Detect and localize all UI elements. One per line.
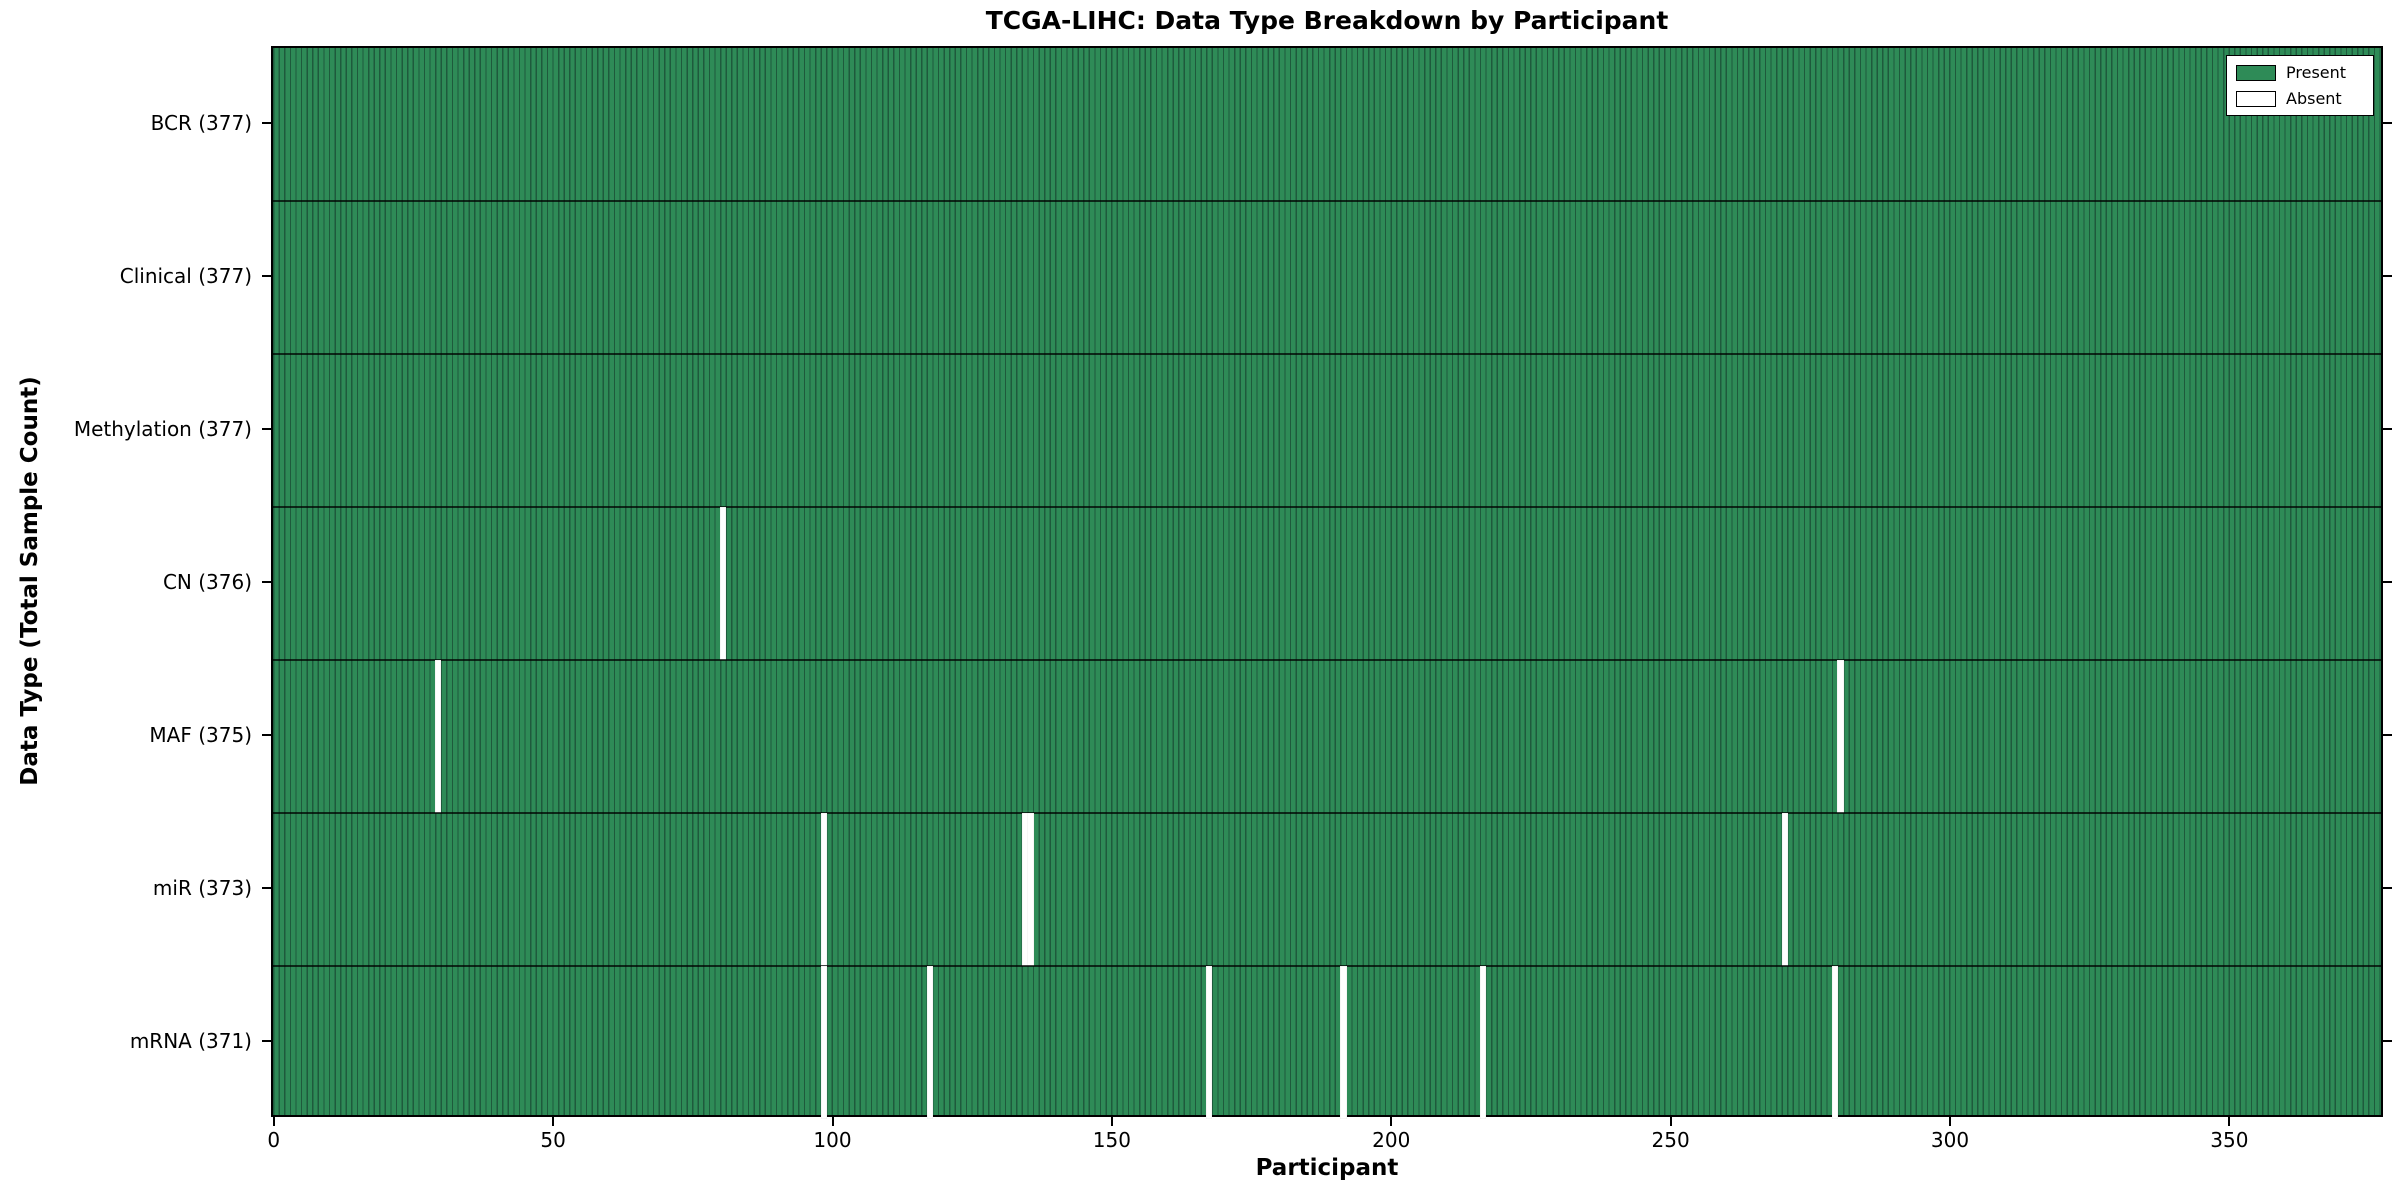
x-tick-mark-300 (1948, 1117, 1951, 1126)
row-separator (273, 812, 2381, 814)
x-tick-label-150: 150 (1092, 1128, 1131, 1152)
row-separator (273, 353, 2381, 355)
absent-gap-mRNA-279 (1831, 966, 1839, 1119)
y-tick-mark-left (262, 1039, 271, 1042)
y-tick-mark-left (262, 886, 271, 889)
row-separator (273, 659, 2381, 661)
absent-gap-miR-270 (1781, 813, 1788, 966)
y-tick-label-MAF: MAF (375) (149, 722, 252, 747)
absent-swatch-icon (2236, 90, 2276, 107)
x-axis-label: Participant (1255, 1155, 1399, 1181)
x-tick-mark-50 (552, 1117, 555, 1126)
x-tick-label-100: 100 (813, 1128, 852, 1152)
y-tick-label-Clinical: Clinical (377) (119, 263, 252, 288)
y-tick-mark-left (262, 121, 271, 124)
absent-gap-mRNA-191 (1340, 966, 1347, 1119)
y-tick-label-BCR: BCR (377) (150, 110, 252, 135)
x-tick-mark-0 (272, 1117, 275, 1126)
y-tick-mark-right (2383, 580, 2392, 583)
legend: Present Absent (2226, 55, 2374, 116)
x-tick-label-300: 300 (1930, 1128, 1970, 1152)
x-tick-label-50: 50 (540, 1128, 566, 1152)
absent-gap-miR-134 (1021, 813, 1029, 966)
y-tick-mark-right (2383, 1039, 2392, 1042)
legend-entry-present: Present (2236, 63, 2364, 82)
y-tick-mark-left (262, 274, 271, 277)
absent-gap-miR-135 (1027, 813, 1034, 966)
absent-gap-mRNA-98 (820, 966, 827, 1119)
y-tick-label-miR: miR (373) (152, 875, 252, 900)
x-tick-mark-250 (1669, 1117, 1672, 1126)
legend-label-present: Present (2286, 63, 2347, 82)
x-tick-label-0: 0 (267, 1128, 281, 1152)
plot-area (271, 46, 2383, 1119)
absent-gap-MAF-280 (1837, 660, 1844, 813)
x-tick-mark-350 (2228, 1117, 2231, 1126)
absent-gap-mRNA-117 (926, 966, 934, 1119)
y-tick-mark-right (2383, 733, 2392, 736)
y-tick-mark-right (2383, 886, 2392, 889)
y-tick-mark-left (262, 733, 271, 736)
absent-gap-miR-98 (820, 813, 827, 966)
chart-title: TCGA-LIHC: Data Type Breakdown by Partic… (985, 6, 1669, 35)
absent-gap-mRNA-216 (1479, 966, 1487, 1119)
x-tick-mark-100 (831, 1117, 834, 1126)
x-tick-mark-150 (1110, 1117, 1113, 1126)
absent-gap-MAF-29 (435, 660, 442, 813)
x-tick-mark-200 (1390, 1117, 1393, 1126)
row-separator (273, 200, 2381, 202)
y-tick-mark-left (262, 580, 271, 583)
row-separator (273, 965, 2381, 967)
row-separator (273, 506, 2381, 508)
y-tick-mark-right (2383, 427, 2392, 430)
legend-entry-absent: Absent (2236, 89, 2364, 108)
y-tick-mark-left (262, 427, 271, 430)
y-tick-mark-right (2383, 121, 2392, 124)
y-tick-label-mRNA: mRNA (371) (129, 1028, 252, 1053)
y-tick-label-CN: CN (376) (162, 569, 252, 594)
absent-gap-mRNA-167 (1206, 966, 1213, 1119)
x-tick-label-250: 250 (1651, 1128, 1690, 1152)
y-tick-mark-right (2383, 274, 2392, 277)
x-tick-label-350: 350 (2210, 1128, 2249, 1152)
x-tick-label-200: 200 (1372, 1128, 1411, 1152)
y-tick-label-Methylation: Methylation (377) (73, 416, 252, 441)
legend-label-absent: Absent (2286, 89, 2342, 108)
present-swatch-icon (2236, 64, 2276, 81)
absent-gap-CN-80 (719, 507, 727, 660)
